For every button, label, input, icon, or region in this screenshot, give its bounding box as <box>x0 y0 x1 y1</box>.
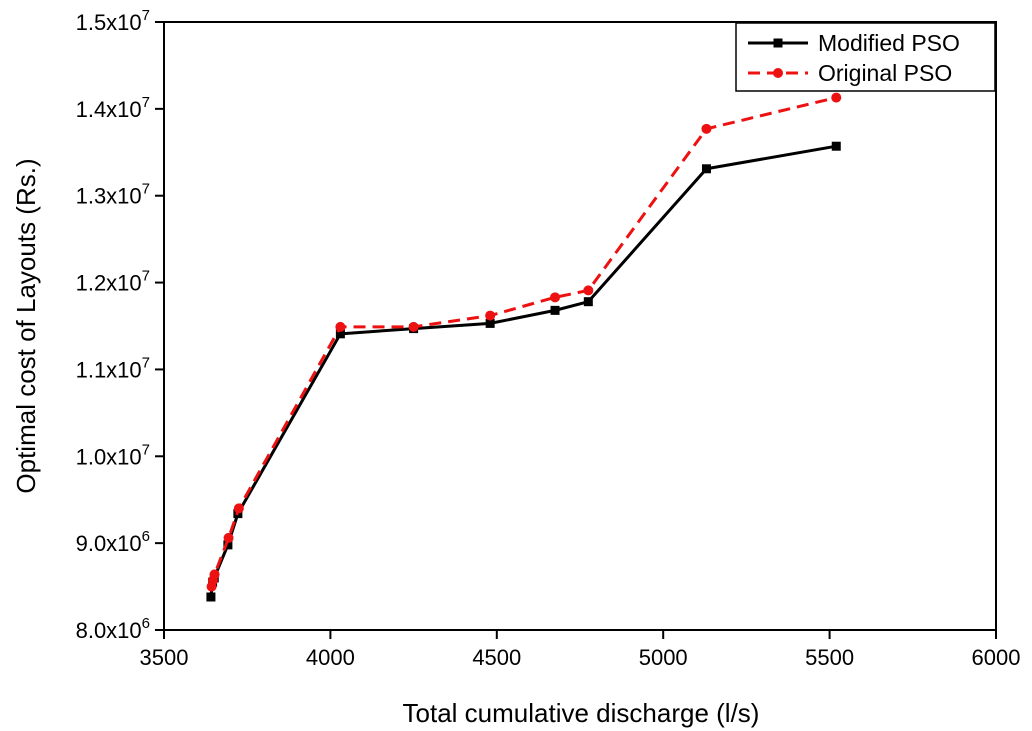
plot-frame <box>163 21 997 631</box>
series-modified-pso <box>206 141 841 602</box>
series-line <box>210 96 837 587</box>
legend: Modified PSO Original PSO <box>735 22 996 92</box>
x-tick-label: 6000 <box>972 645 1021 670</box>
series-line <box>209 144 837 598</box>
legend-label: Modified PSO <box>818 30 960 56</box>
x-tick-label: 5000 <box>639 645 688 670</box>
data-point <box>485 318 495 328</box>
data-point <box>701 164 711 174</box>
y-tick-label: 9.0x106 <box>76 528 150 556</box>
legend-label: Original PSO <box>818 60 952 86</box>
data-point <box>223 540 233 550</box>
x-tick-label: 4500 <box>472 645 521 670</box>
y-tick-label: 1.0x107 <box>76 441 150 469</box>
data-point <box>701 123 712 134</box>
x-axis-title: Total cumulative discharge (l/s) <box>403 698 760 728</box>
y-tick-label: 1.4x107 <box>76 94 150 122</box>
data-point <box>831 141 841 151</box>
y-tick-label: 1.3x107 <box>76 181 150 209</box>
x-tick-label: 4000 <box>306 645 355 670</box>
data-point <box>485 310 496 321</box>
x-tick-label: 3500 <box>140 645 189 670</box>
data-point <box>550 292 561 303</box>
legend-marker <box>773 68 783 78</box>
data-point <box>408 321 419 332</box>
x-tick-label: 5500 <box>805 645 854 670</box>
data-point <box>831 92 842 103</box>
y-tick-label: 1.1x107 <box>76 354 150 382</box>
legend-marker <box>773 38 783 48</box>
data-point <box>550 305 560 315</box>
legend-box <box>735 22 996 92</box>
data-point <box>335 321 346 332</box>
data-point <box>335 329 345 339</box>
y-tick-label: 1.2x107 <box>76 268 150 296</box>
axes: 3500 4000 4500 5000 5500 6000 8.0x106 9.0x106 1.… <box>76 7 1021 670</box>
data-point <box>209 569 220 580</box>
data-point <box>583 285 594 296</box>
data-point <box>583 297 593 307</box>
y-tick-label: 1.5x107 <box>76 7 150 35</box>
data-point <box>233 503 244 514</box>
data-point <box>223 532 234 543</box>
series-layer <box>206 92 842 602</box>
series-original-pso <box>206 92 842 592</box>
y-tick-label: 8.0x106 <box>76 615 150 643</box>
data-point <box>206 592 216 602</box>
y-axis-title: Optimal cost of Layouts (Rs.) <box>11 158 41 493</box>
